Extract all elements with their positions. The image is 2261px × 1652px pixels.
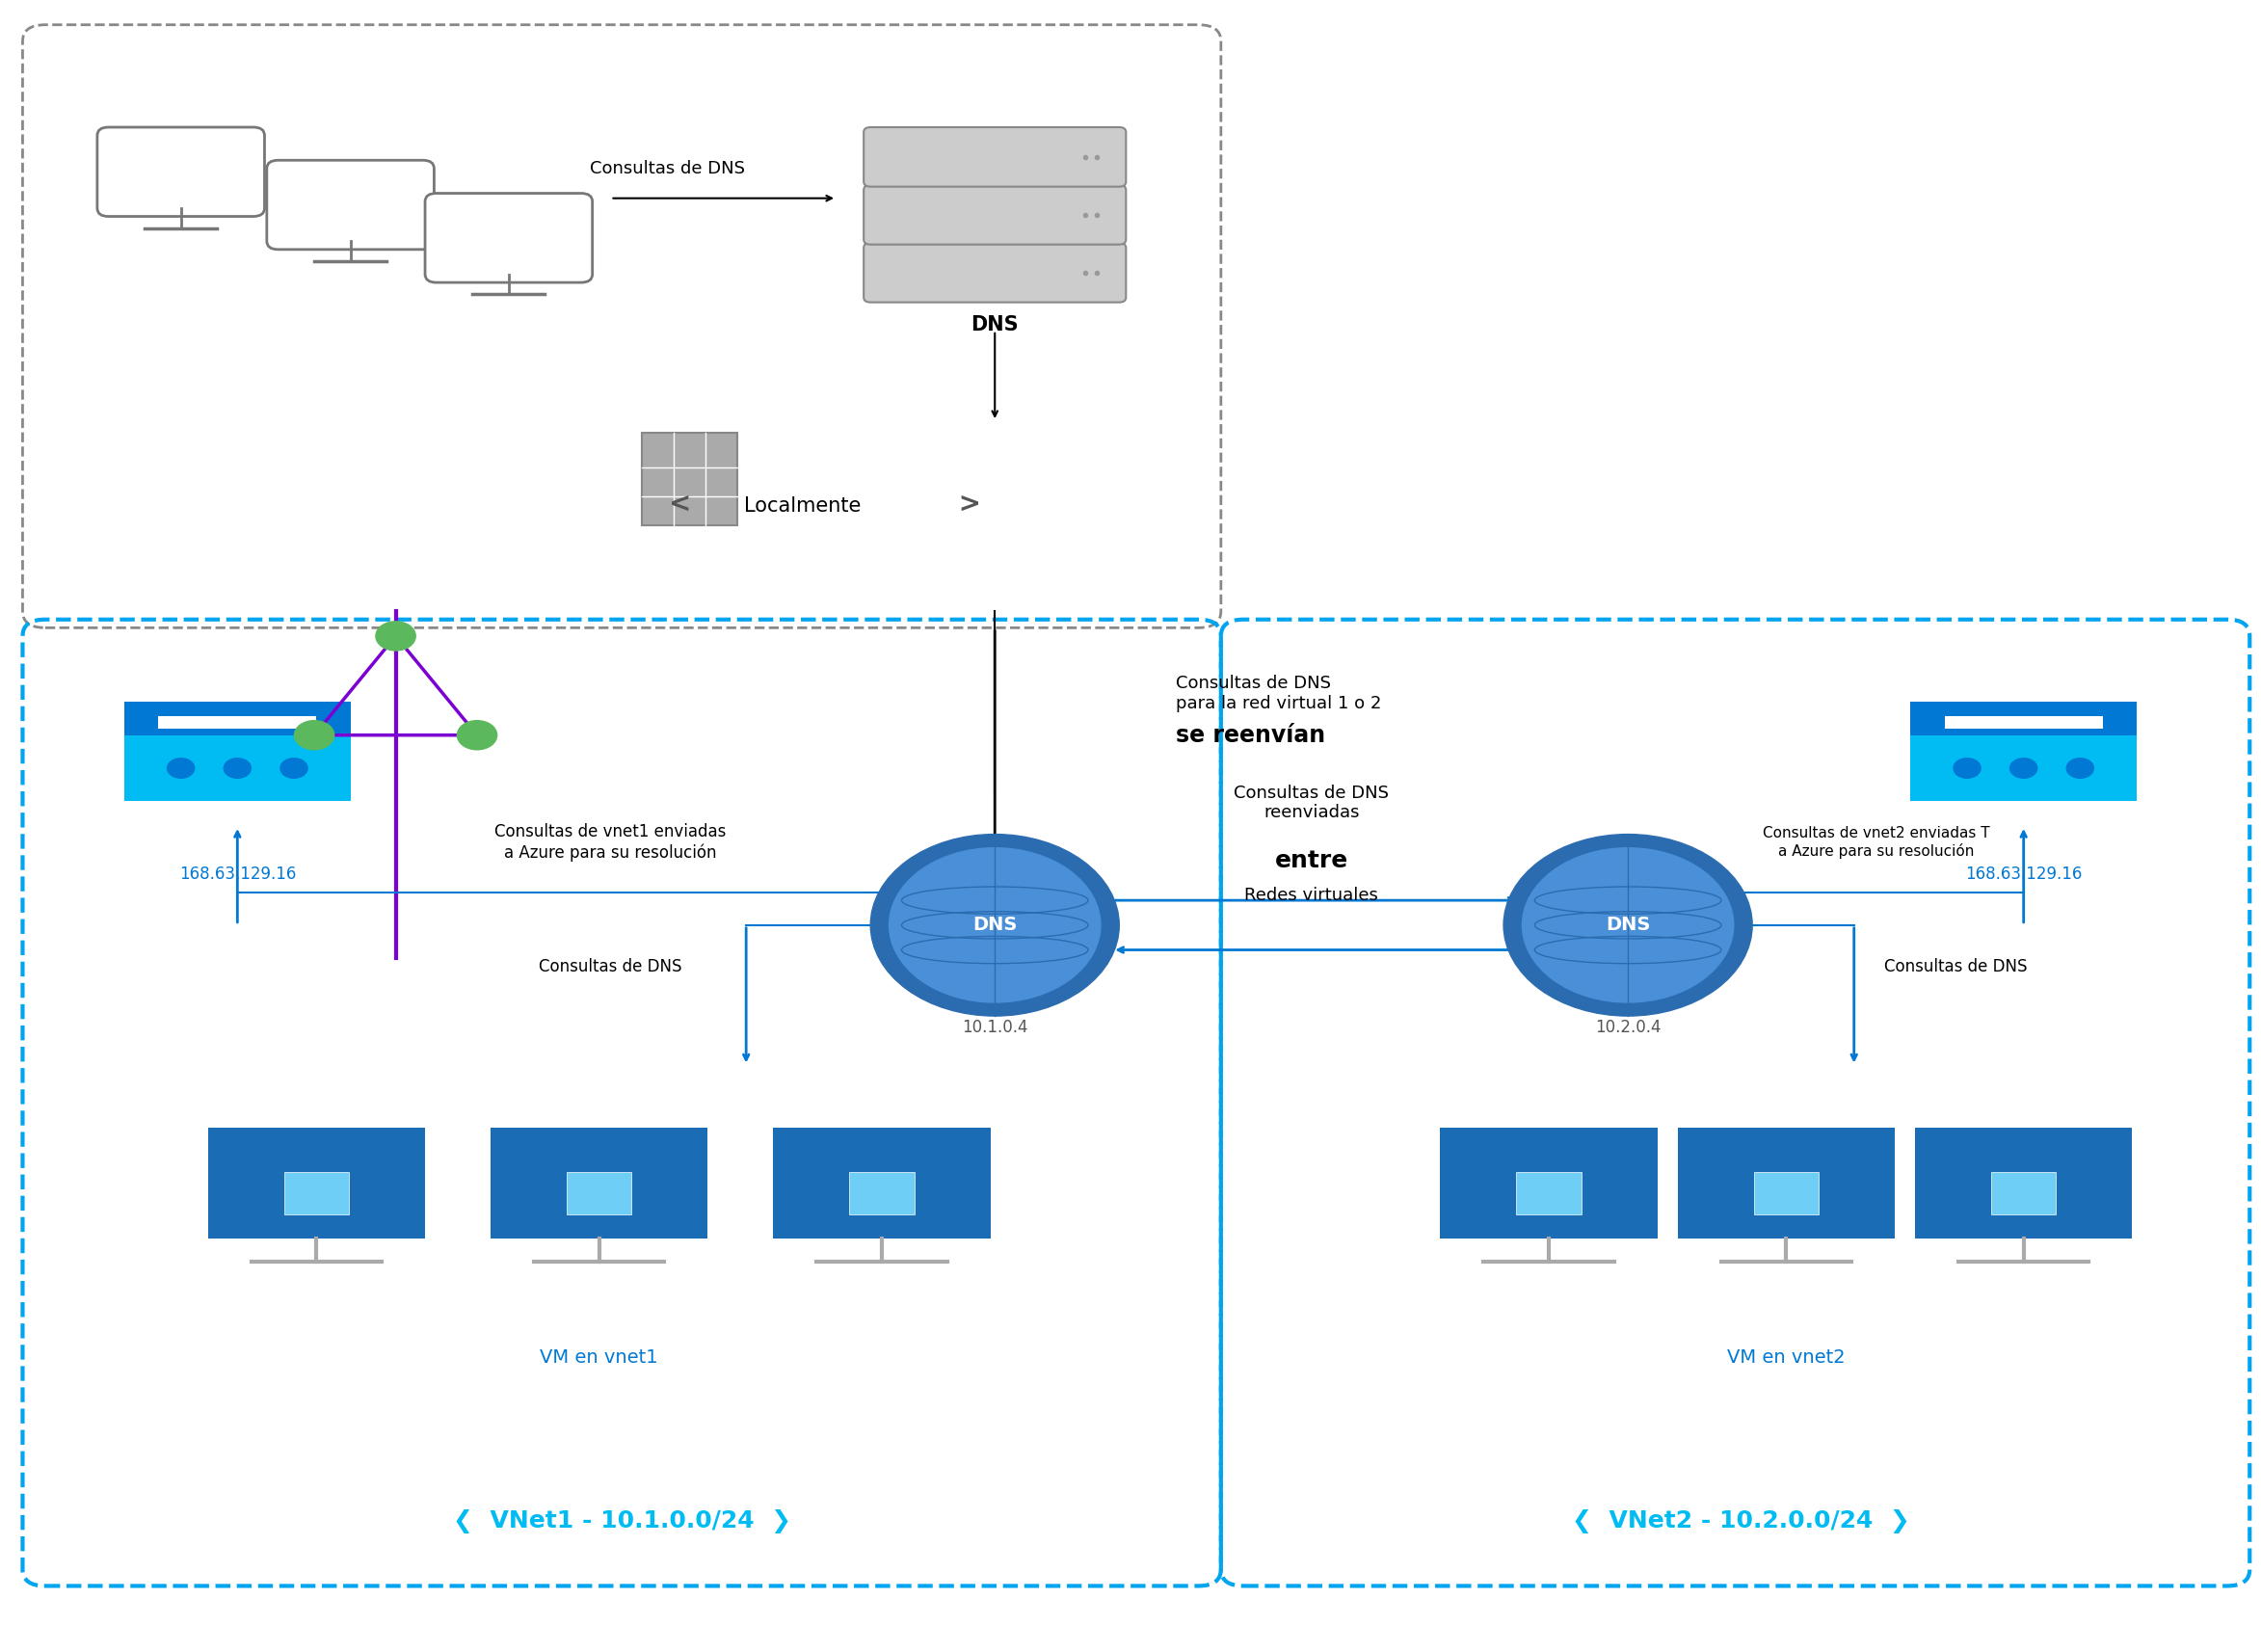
Text: se reenvían: se reenvían bbox=[1176, 724, 1325, 747]
Circle shape bbox=[1954, 758, 1981, 778]
Circle shape bbox=[280, 758, 307, 778]
Text: Consultas de DNS: Consultas de DNS bbox=[538, 958, 683, 975]
FancyBboxPatch shape bbox=[1755, 1171, 1818, 1214]
FancyBboxPatch shape bbox=[267, 160, 434, 249]
FancyBboxPatch shape bbox=[864, 243, 1126, 302]
FancyBboxPatch shape bbox=[208, 1127, 425, 1239]
Text: 10.1.0.4: 10.1.0.4 bbox=[961, 1019, 1029, 1036]
FancyBboxPatch shape bbox=[1911, 702, 2137, 801]
Circle shape bbox=[375, 621, 416, 651]
FancyBboxPatch shape bbox=[285, 1171, 348, 1214]
Circle shape bbox=[294, 720, 335, 750]
FancyBboxPatch shape bbox=[1992, 1171, 2055, 1214]
Text: 10.2.0.4: 10.2.0.4 bbox=[1594, 1019, 1662, 1036]
FancyBboxPatch shape bbox=[568, 1171, 631, 1214]
FancyBboxPatch shape bbox=[1440, 1127, 1657, 1239]
Text: VM en vnet2: VM en vnet2 bbox=[1727, 1348, 1845, 1366]
Circle shape bbox=[889, 847, 1101, 1003]
Circle shape bbox=[2010, 758, 2037, 778]
Text: ❮  VNet2 - 10.2.0.0/24  ❯: ❮ VNet2 - 10.2.0.0/24 ❯ bbox=[1571, 1510, 1911, 1535]
Text: 168.63.129.16: 168.63.129.16 bbox=[179, 866, 296, 882]
FancyBboxPatch shape bbox=[124, 702, 350, 735]
FancyBboxPatch shape bbox=[491, 1127, 708, 1239]
FancyBboxPatch shape bbox=[1517, 1171, 1580, 1214]
Circle shape bbox=[1504, 834, 1752, 1016]
FancyBboxPatch shape bbox=[1944, 717, 2103, 729]
Text: DNS: DNS bbox=[972, 915, 1017, 935]
Circle shape bbox=[1522, 847, 1734, 1003]
FancyBboxPatch shape bbox=[864, 185, 1126, 244]
Text: ❮  VNet1 - 10.1.0.0/24  ❯: ❮ VNet1 - 10.1.0.0/24 ❯ bbox=[452, 1510, 791, 1535]
FancyBboxPatch shape bbox=[773, 1127, 990, 1239]
FancyBboxPatch shape bbox=[864, 127, 1126, 187]
Text: >: > bbox=[950, 491, 981, 519]
FancyBboxPatch shape bbox=[425, 193, 592, 282]
FancyBboxPatch shape bbox=[1911, 702, 2137, 735]
FancyBboxPatch shape bbox=[1915, 1127, 2132, 1239]
Text: 168.63.129.16: 168.63.129.16 bbox=[1965, 866, 2082, 882]
Text: Consultas de DNS
para la red virtual 1 o 2: Consultas de DNS para la red virtual 1 o… bbox=[1176, 676, 1381, 712]
Text: Consultas de vnet2 enviadas T
a Azure para su resolución: Consultas de vnet2 enviadas T a Azure pa… bbox=[1764, 826, 1990, 859]
FancyBboxPatch shape bbox=[850, 1171, 913, 1214]
Text: Localmente: Localmente bbox=[744, 497, 861, 515]
FancyBboxPatch shape bbox=[642, 433, 737, 525]
Text: Consultas de DNS: Consultas de DNS bbox=[590, 160, 744, 177]
FancyBboxPatch shape bbox=[1678, 1127, 1895, 1239]
Text: DNS: DNS bbox=[970, 316, 1020, 334]
FancyBboxPatch shape bbox=[158, 717, 317, 729]
Text: <: < bbox=[669, 491, 701, 519]
Circle shape bbox=[167, 758, 194, 778]
Text: Consultas de DNS
reenviadas: Consultas de DNS reenviadas bbox=[1235, 785, 1388, 821]
Circle shape bbox=[2067, 758, 2094, 778]
Circle shape bbox=[870, 834, 1119, 1016]
FancyBboxPatch shape bbox=[124, 702, 350, 801]
Circle shape bbox=[457, 720, 497, 750]
Text: DNS: DNS bbox=[1605, 915, 1651, 935]
Text: VM en vnet1: VM en vnet1 bbox=[540, 1348, 658, 1366]
Text: Consultas de DNS: Consultas de DNS bbox=[1883, 958, 2028, 975]
Text: Consultas de vnet1 enviadas
a Azure para su resolución: Consultas de vnet1 enviadas a Azure para… bbox=[495, 824, 726, 861]
Circle shape bbox=[224, 758, 251, 778]
FancyBboxPatch shape bbox=[97, 127, 265, 216]
Text: entre: entre bbox=[1275, 849, 1348, 872]
Text: Redes virtuales: Redes virtuales bbox=[1244, 887, 1379, 904]
